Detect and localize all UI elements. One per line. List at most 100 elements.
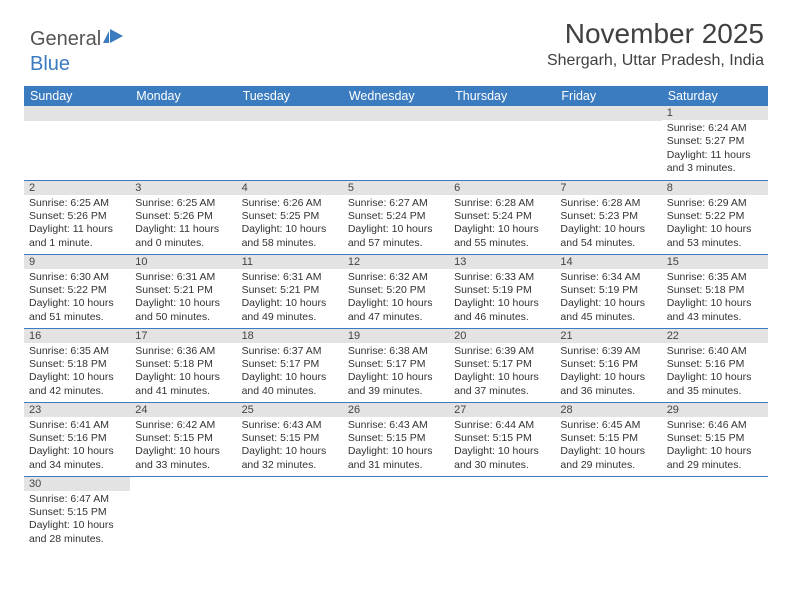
date-number: 24 <box>130 403 236 417</box>
date-number: 8 <box>662 181 768 195</box>
cell-content: Sunrise: 6:36 AMSunset: 5:18 PMDaylight:… <box>130 343 236 402</box>
date-number: 6 <box>449 181 555 195</box>
date-number: 30 <box>24 477 130 491</box>
calendar-cell: 13Sunrise: 6:33 AMSunset: 5:19 PMDayligh… <box>449 254 555 328</box>
calendar-cell: 6Sunrise: 6:28 AMSunset: 5:24 PMDaylight… <box>449 180 555 254</box>
calendar-body: 1Sunrise: 6:24 AMSunset: 5:27 PMDaylight… <box>24 106 768 550</box>
date-number: 15 <box>662 255 768 269</box>
calendar-cell <box>24 106 130 180</box>
calendar-cell: 15Sunrise: 6:35 AMSunset: 5:18 PMDayligh… <box>662 254 768 328</box>
date-number: 14 <box>555 255 661 269</box>
day-header-row: SundayMondayTuesdayWednesdayThursdayFrid… <box>24 86 768 106</box>
calendar-cell: 10Sunrise: 6:31 AMSunset: 5:21 PMDayligh… <box>130 254 236 328</box>
calendar-cell: 5Sunrise: 6:27 AMSunset: 5:24 PMDaylight… <box>343 180 449 254</box>
date-number: 13 <box>449 255 555 269</box>
calendar-cell <box>662 476 768 550</box>
calendar-head: SundayMondayTuesdayWednesdayThursdayFrid… <box>24 86 768 106</box>
page-title: November 2025 <box>547 18 764 50</box>
date-number: 20 <box>449 329 555 343</box>
cell-content: Sunrise: 6:31 AMSunset: 5:21 PMDaylight:… <box>237 269 343 328</box>
day-header: Friday <box>555 86 661 106</box>
cell-content: Sunrise: 6:27 AMSunset: 5:24 PMDaylight:… <box>343 195 449 254</box>
calendar-cell: 25Sunrise: 6:43 AMSunset: 5:15 PMDayligh… <box>237 402 343 476</box>
title-block: November 2025 Shergarh, Uttar Pradesh, I… <box>547 18 764 70</box>
calendar-cell <box>237 476 343 550</box>
calendar-cell: 27Sunrise: 6:44 AMSunset: 5:15 PMDayligh… <box>449 402 555 476</box>
date-number-empty <box>555 106 661 121</box>
logo-flag-icon <box>103 28 125 51</box>
logo: General Blue <box>30 28 125 76</box>
day-header: Sunday <box>24 86 130 106</box>
cell-content: Sunrise: 6:25 AMSunset: 5:26 PMDaylight:… <box>24 195 130 254</box>
calendar-row: 9Sunrise: 6:30 AMSunset: 5:22 PMDaylight… <box>24 254 768 328</box>
calendar-row: 1Sunrise: 6:24 AMSunset: 5:27 PMDaylight… <box>24 106 768 180</box>
date-number-empty <box>343 106 449 121</box>
calendar-cell: 17Sunrise: 6:36 AMSunset: 5:18 PMDayligh… <box>130 328 236 402</box>
date-number: 22 <box>662 329 768 343</box>
cell-content: Sunrise: 6:26 AMSunset: 5:25 PMDaylight:… <box>237 195 343 254</box>
date-number: 2 <box>24 181 130 195</box>
date-number: 23 <box>24 403 130 417</box>
day-header: Wednesday <box>343 86 449 106</box>
date-number: 17 <box>130 329 236 343</box>
cell-content: Sunrise: 6:31 AMSunset: 5:21 PMDaylight:… <box>130 269 236 328</box>
calendar-cell: 4Sunrise: 6:26 AMSunset: 5:25 PMDaylight… <box>237 180 343 254</box>
calendar-cell: 12Sunrise: 6:32 AMSunset: 5:20 PMDayligh… <box>343 254 449 328</box>
calendar-cell <box>343 476 449 550</box>
day-header: Tuesday <box>237 86 343 106</box>
header: General Blue November 2025 Shergarh, Utta… <box>0 0 792 82</box>
cell-content: Sunrise: 6:28 AMSunset: 5:24 PMDaylight:… <box>449 195 555 254</box>
cell-content: Sunrise: 6:41 AMSunset: 5:16 PMDaylight:… <box>24 417 130 476</box>
calendar-cell: 30Sunrise: 6:47 AMSunset: 5:15 PMDayligh… <box>24 476 130 550</box>
cell-content: Sunrise: 6:39 AMSunset: 5:17 PMDaylight:… <box>449 343 555 402</box>
cell-content: Sunrise: 6:28 AMSunset: 5:23 PMDaylight:… <box>555 195 661 254</box>
cell-content: Sunrise: 6:40 AMSunset: 5:16 PMDaylight:… <box>662 343 768 402</box>
calendar-table: SundayMondayTuesdayWednesdayThursdayFrid… <box>24 86 768 550</box>
calendar-cell: 3Sunrise: 6:25 AMSunset: 5:26 PMDaylight… <box>130 180 236 254</box>
logo-text-2: Blue <box>30 53 70 75</box>
cell-content: Sunrise: 6:32 AMSunset: 5:20 PMDaylight:… <box>343 269 449 328</box>
calendar-cell <box>343 106 449 180</box>
calendar-row: 30Sunrise: 6:47 AMSunset: 5:15 PMDayligh… <box>24 476 768 550</box>
logo-text: General Blue <box>30 28 125 76</box>
calendar-cell: 21Sunrise: 6:39 AMSunset: 5:16 PMDayligh… <box>555 328 661 402</box>
calendar-cell: 9Sunrise: 6:30 AMSunset: 5:22 PMDaylight… <box>24 254 130 328</box>
calendar-cell: 11Sunrise: 6:31 AMSunset: 5:21 PMDayligh… <box>237 254 343 328</box>
day-header: Thursday <box>449 86 555 106</box>
cell-content: Sunrise: 6:35 AMSunset: 5:18 PMDaylight:… <box>662 269 768 328</box>
cell-content: Sunrise: 6:39 AMSunset: 5:16 PMDaylight:… <box>555 343 661 402</box>
cell-content: Sunrise: 6:34 AMSunset: 5:19 PMDaylight:… <box>555 269 661 328</box>
calendar-cell: 19Sunrise: 6:38 AMSunset: 5:17 PMDayligh… <box>343 328 449 402</box>
calendar-cell: 7Sunrise: 6:28 AMSunset: 5:23 PMDaylight… <box>555 180 661 254</box>
date-number: 11 <box>237 255 343 269</box>
cell-content: Sunrise: 6:46 AMSunset: 5:15 PMDaylight:… <box>662 417 768 476</box>
calendar-cell: 14Sunrise: 6:34 AMSunset: 5:19 PMDayligh… <box>555 254 661 328</box>
date-number-empty <box>130 106 236 121</box>
date-number-empty <box>24 106 130 121</box>
calendar-cell: 23Sunrise: 6:41 AMSunset: 5:16 PMDayligh… <box>24 402 130 476</box>
date-number: 10 <box>130 255 236 269</box>
cell-content: Sunrise: 6:24 AMSunset: 5:27 PMDaylight:… <box>662 120 768 179</box>
cell-content: Sunrise: 6:42 AMSunset: 5:15 PMDaylight:… <box>130 417 236 476</box>
calendar-cell: 24Sunrise: 6:42 AMSunset: 5:15 PMDayligh… <box>130 402 236 476</box>
calendar-cell: 28Sunrise: 6:45 AMSunset: 5:15 PMDayligh… <box>555 402 661 476</box>
location-text: Shergarh, Uttar Pradesh, India <box>547 52 764 70</box>
date-number: 28 <box>555 403 661 417</box>
date-number: 5 <box>343 181 449 195</box>
cell-content: Sunrise: 6:38 AMSunset: 5:17 PMDaylight:… <box>343 343 449 402</box>
day-header: Saturday <box>662 86 768 106</box>
cell-content: Sunrise: 6:35 AMSunset: 5:18 PMDaylight:… <box>24 343 130 402</box>
date-number: 3 <box>130 181 236 195</box>
calendar-cell: 18Sunrise: 6:37 AMSunset: 5:17 PMDayligh… <box>237 328 343 402</box>
calendar-row: 16Sunrise: 6:35 AMSunset: 5:18 PMDayligh… <box>24 328 768 402</box>
logo-text-1: General <box>30 28 101 50</box>
calendar-cell: 2Sunrise: 6:25 AMSunset: 5:26 PMDaylight… <box>24 180 130 254</box>
cell-content: Sunrise: 6:37 AMSunset: 5:17 PMDaylight:… <box>237 343 343 402</box>
cell-content: Sunrise: 6:45 AMSunset: 5:15 PMDaylight:… <box>555 417 661 476</box>
calendar-cell: 22Sunrise: 6:40 AMSunset: 5:16 PMDayligh… <box>662 328 768 402</box>
calendar-cell <box>237 106 343 180</box>
calendar-cell <box>130 106 236 180</box>
calendar-row: 2Sunrise: 6:25 AMSunset: 5:26 PMDaylight… <box>24 180 768 254</box>
calendar-cell: 8Sunrise: 6:29 AMSunset: 5:22 PMDaylight… <box>662 180 768 254</box>
date-number: 12 <box>343 255 449 269</box>
